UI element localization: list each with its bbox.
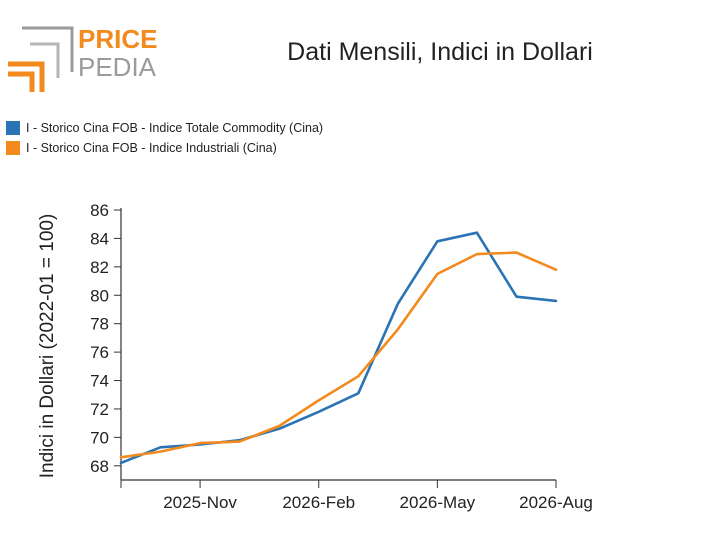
y-tick-label: 82 — [90, 258, 109, 277]
y-tick-label: 72 — [90, 400, 109, 419]
x-tick-label: 2026-Feb — [282, 493, 355, 512]
legend-swatch-commodity — [6, 121, 20, 135]
legend-item-commodity[interactable]: I - Storico Cina FOB - Indice Totale Com… — [6, 118, 323, 138]
series-line-1 — [119, 251, 558, 459]
legend: I - Storico Cina FOB - Indice Totale Com… — [6, 118, 323, 158]
x-tick-label: 2026-Aug — [519, 493, 593, 512]
y-tick-label: 70 — [90, 428, 109, 447]
y-tick-label: 80 — [90, 286, 109, 305]
series-line-0 — [119, 231, 558, 465]
logo-text-top: PRICE — [78, 24, 157, 54]
y-tick-label: 84 — [90, 229, 109, 248]
x-tick-label: 2026-May — [400, 493, 476, 512]
axes: 68 70 72 74 76 78 80 82 84 86 2025-Nov 2026-Feb 2026… — [90, 201, 593, 512]
y-tick-label: 78 — [90, 315, 109, 334]
y-tick-label: 74 — [90, 372, 109, 391]
logo-text-bottom: PEDIA — [78, 52, 157, 82]
legend-swatch-industriali — [6, 141, 20, 155]
y-tick-label: 68 — [90, 457, 109, 476]
legend-item-industriali[interactable]: I - Storico Cina FOB - Indice Industrial… — [6, 138, 323, 158]
x-tick-label: 2025-Nov — [163, 493, 237, 512]
series-layer — [119, 231, 558, 465]
y-tick-label: 76 — [90, 343, 109, 362]
y-tick-label: 86 — [90, 201, 109, 220]
pricepedia-logo: PRICE PEDIA — [8, 24, 157, 92]
y-axis-label: Indici in Dollari (2022-01 = 100) — [37, 214, 58, 479]
logo-mark — [8, 26, 74, 92]
chart-title: Dati Mensili, Indici in Dollari — [287, 38, 593, 66]
legend-label-commodity: I - Storico Cina FOB - Indice Totale Com… — [26, 121, 324, 135]
legend-label-industriali: I - Storico Cina FOB - Indice Industrial… — [26, 141, 277, 155]
